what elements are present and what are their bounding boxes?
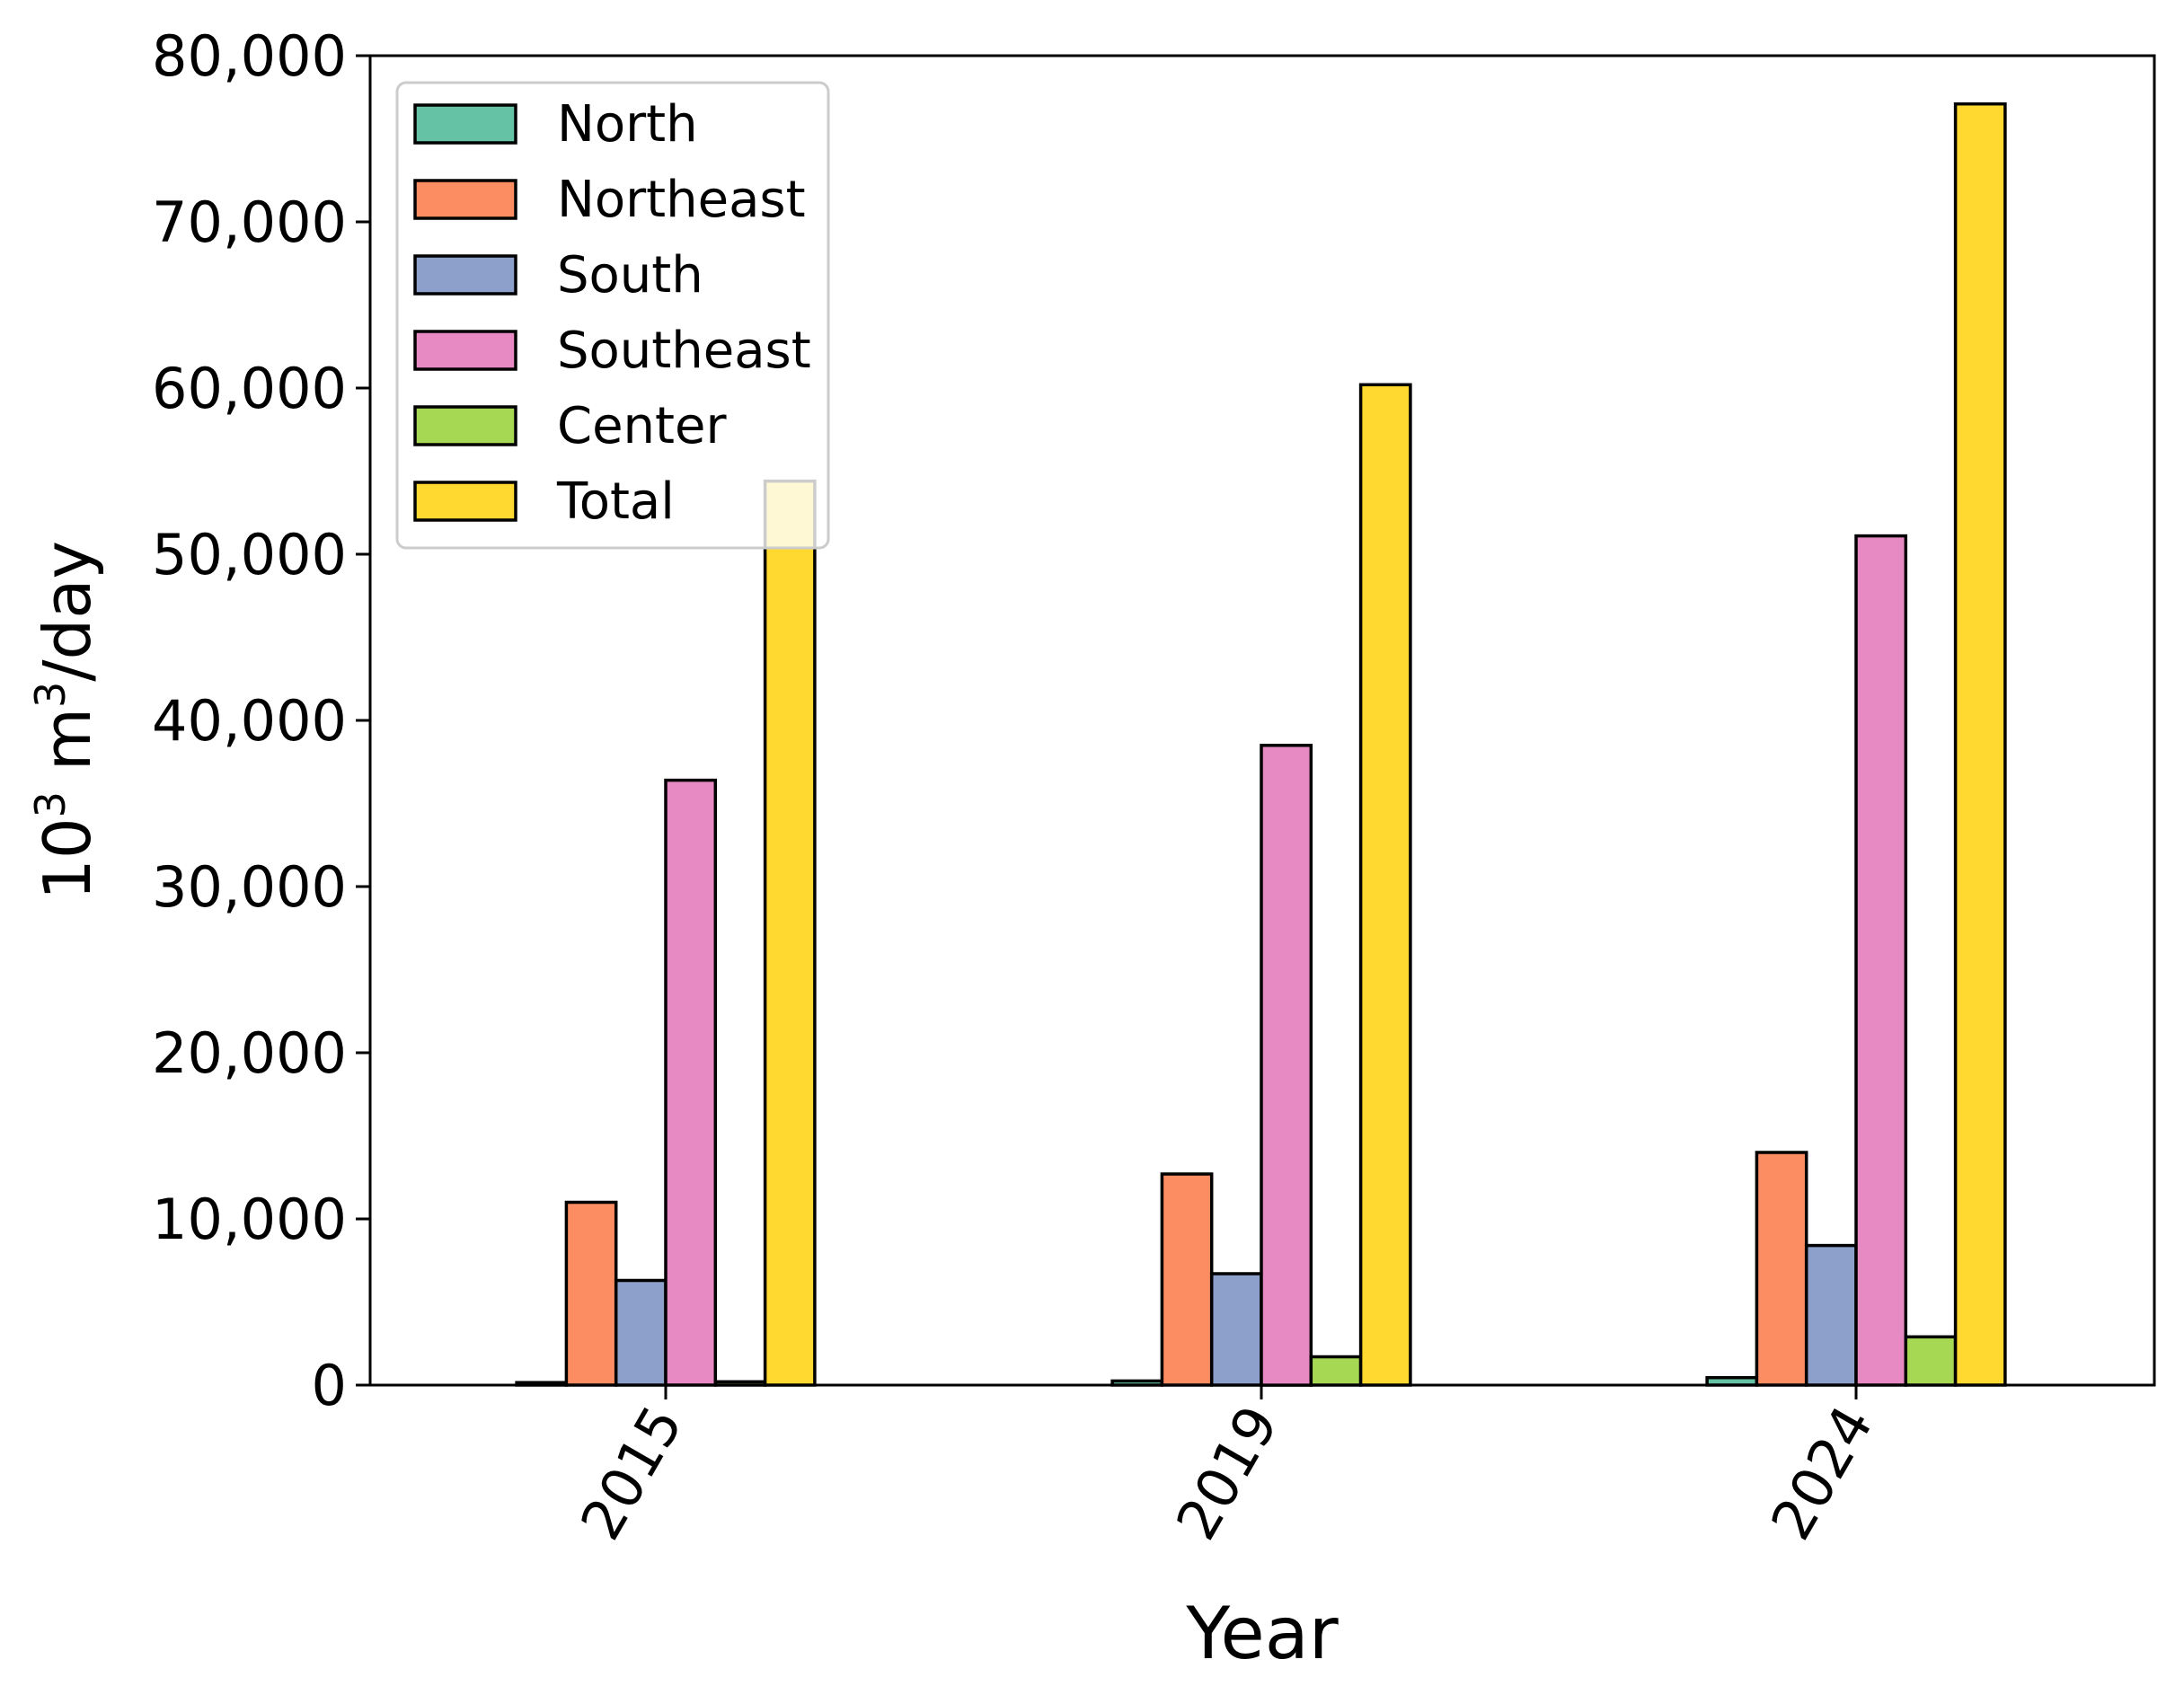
- legend-swatch-southeast: [413, 330, 517, 371]
- bar-southeast-2024: [1854, 534, 1908, 1387]
- legend-label-south: South: [557, 246, 703, 305]
- y-tick-label: 50,000: [152, 522, 347, 587]
- legend-swatch-center: [413, 405, 517, 446]
- bar-northeast-2019: [1160, 1172, 1214, 1387]
- bar-southeast-2019: [1260, 744, 1313, 1387]
- legend-label-northeast: Northeast: [557, 171, 806, 229]
- y-axis: 0 10,000 20,000 30,000 40,000 50,000 60,000 70,…: [152, 23, 370, 1418]
- bar-south-2024: [1804, 1243, 1858, 1387]
- y-axis-title: 103 m3/day: [26, 541, 105, 900]
- legend-swatch-total: [413, 481, 517, 522]
- bar-total-2019: [1358, 383, 1412, 1387]
- bar-center-2024: [1904, 1335, 1958, 1387]
- bar-south-2019: [1209, 1272, 1263, 1387]
- legend-swatch-northeast: [413, 179, 517, 220]
- bar-south-2015: [614, 1278, 668, 1387]
- y-axis-title-exponent: 3: [26, 791, 75, 817]
- legend: North Northeast South Southeast Center Total: [395, 81, 830, 550]
- y-tick-label: 70,000: [152, 190, 347, 255]
- legend-label-total: Total: [556, 472, 675, 531]
- y-tick-label: 80,000: [152, 23, 347, 89]
- plot-frame: [368, 54, 2156, 1387]
- legend-label-north: North: [557, 95, 698, 154]
- y-tick-label: 30,000: [152, 854, 347, 920]
- y-axis-title-space: [30, 771, 105, 791]
- y-axis-title-unit: m: [30, 708, 105, 771]
- y-axis-title-base: 10: [30, 817, 105, 900]
- bar-total-2015: [763, 479, 817, 1387]
- bar-center-2019: [1309, 1355, 1363, 1387]
- y-tick-label: 0: [312, 1353, 347, 1418]
- legend-swatch-south: [413, 254, 517, 296]
- bar-southeast-2015: [664, 778, 718, 1387]
- y-tick-label: 60,000: [152, 356, 347, 421]
- x-axis-title: Year: [1185, 1592, 1338, 1675]
- bars-group: [515, 102, 2007, 1387]
- bar-northeast-2024: [1755, 1151, 1808, 1387]
- y-tick-label: 20,000: [152, 1020, 347, 1086]
- legend-label-southeast: Southeast: [557, 322, 811, 380]
- y-tick-label: 10,000: [152, 1187, 347, 1252]
- y-tick-label: 40,000: [152, 688, 347, 754]
- bar-total-2024: [1953, 102, 2007, 1387]
- y-axis-title-suffix: /day: [30, 541, 105, 682]
- y-axis-title-unit-exponent: 3: [26, 682, 75, 708]
- bar-northeast-2015: [564, 1200, 618, 1387]
- legend-swatch-north: [413, 103, 517, 145]
- legend-label-center: Center: [557, 397, 727, 455]
